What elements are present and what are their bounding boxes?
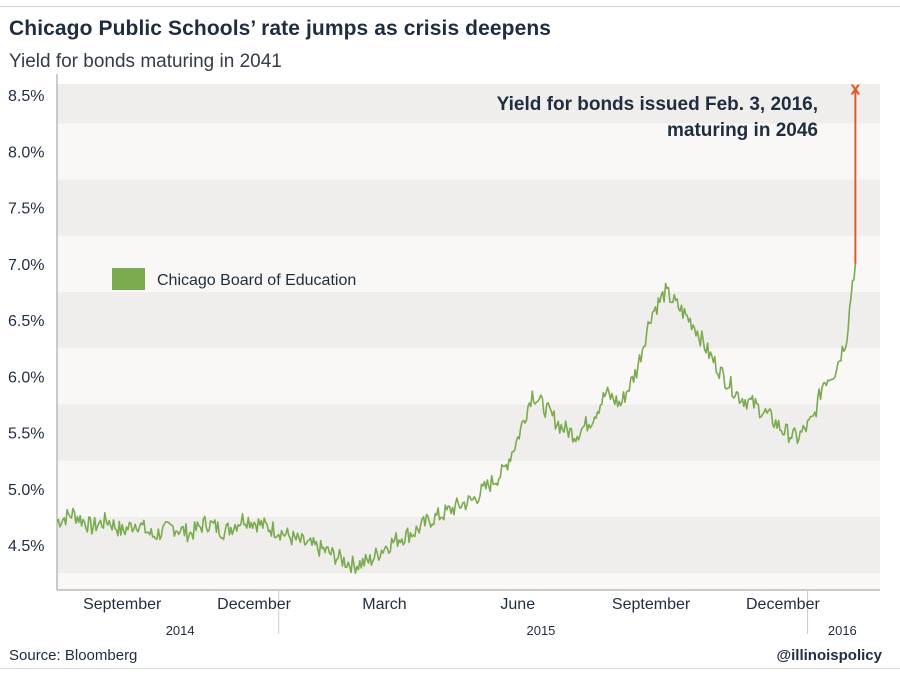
x-tick-label: December	[746, 596, 820, 613]
twitter-handle[interactable]: @illinoispolicy	[776, 647, 882, 664]
year-label: 2016	[828, 623, 857, 638]
new-issue-marker: x	[850, 79, 860, 99]
chart-title: Chicago Public Schools’ rate jumps as cr…	[9, 17, 552, 40]
plot-band	[57, 84, 880, 124]
x-tick-label: September	[83, 596, 162, 613]
legend-label: Chicago Board of Education	[157, 272, 356, 289]
y-tick-label: 8.5%	[8, 88, 44, 105]
x-tick-label: June	[500, 596, 535, 613]
chart-subtitle: Yield for bonds maturing in 2041	[9, 51, 282, 72]
x-tick-label: September	[612, 596, 691, 613]
annotation-text: Yield for bonds issued Feb. 3, 2016,	[497, 94, 818, 115]
annotation-text: maturing in 2046	[667, 120, 818, 141]
plot-band	[57, 404, 880, 461]
plot-band	[57, 179, 880, 236]
x-tick-label: March	[362, 596, 406, 613]
y-tick-label: 4.5%	[8, 538, 44, 555]
x-tick-label: December	[217, 596, 291, 613]
y-tick-label: 8.0%	[8, 144, 44, 161]
year-label: 2014	[166, 623, 195, 638]
year-label: 2015	[526, 623, 555, 638]
top-rule	[0, 6, 900, 7]
y-tick-label: 6.0%	[8, 369, 44, 386]
legend-swatch	[112, 268, 145, 290]
y-tick-label: 7.5%	[8, 201, 44, 218]
y-tick-label: 5.0%	[8, 482, 44, 499]
source-note: Source: Bloomberg	[9, 647, 138, 664]
plot-band	[57, 516, 880, 574]
plot-band	[57, 292, 880, 349]
bottom-rule	[0, 668, 900, 669]
y-tick-label: 7.0%	[8, 257, 44, 274]
y-tick-label: 5.5%	[8, 426, 44, 443]
series-line-chicago-board-of-education	[56, 263, 857, 575]
y-tick-label: 6.5%	[8, 313, 44, 330]
